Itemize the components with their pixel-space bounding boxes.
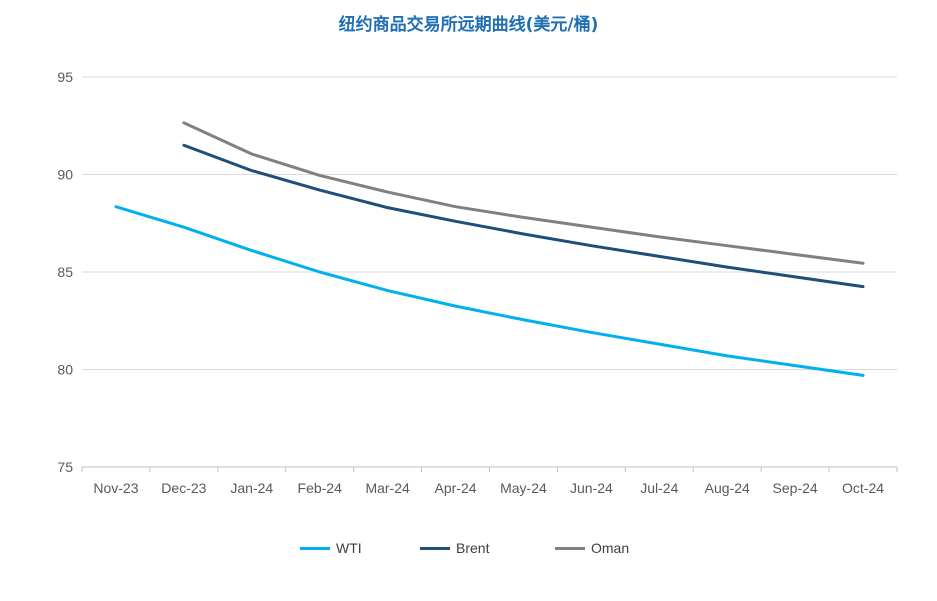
legend-swatch-wti [300,546,330,550]
x-tick-label: May-24 [500,480,547,496]
series-line-brent [182,143,865,289]
legend-item-brent: Brent [420,540,489,556]
x-tick-label: Jun-24 [570,480,613,496]
y-tick-label: 80 [57,362,73,378]
y-tick-label: 95 [57,69,73,85]
legend-swatch-oman [555,546,585,550]
legend: WTI Brent Oman [0,540,937,560]
legend-label-brent: Brent [456,540,490,556]
chart-title: 纽约商品交易所远期曲线(美元/桶) [338,15,599,35]
x-tick-label: Sep-24 [773,480,818,496]
y-tick-label: 85 [57,264,73,280]
legend-swatch-brent [420,546,450,550]
x-tick-label: Feb-24 [298,480,343,496]
y-tick-label: 90 [57,167,73,183]
x-tick-label: Dec-23 [161,480,206,496]
x-tick-label: Aug-24 [705,480,750,496]
x-tick-label: Nov-23 [93,480,138,496]
x-tick-label: Jan-24 [230,480,273,496]
legend-item-wti: WTI [300,540,362,556]
legend-item-oman: Oman [555,540,629,556]
x-tick-label: Jul-24 [640,480,678,496]
x-tick-label: Apr-24 [435,480,477,496]
series-line-wti [114,205,865,377]
legend-label-oman: Oman [591,540,630,556]
legend-label-wti: WTI [336,540,362,556]
y-tick-label: 75 [57,459,73,475]
x-tick-label: Oct-24 [842,480,884,496]
series-line-oman [182,121,865,265]
x-tick-label: Mar-24 [365,480,410,496]
